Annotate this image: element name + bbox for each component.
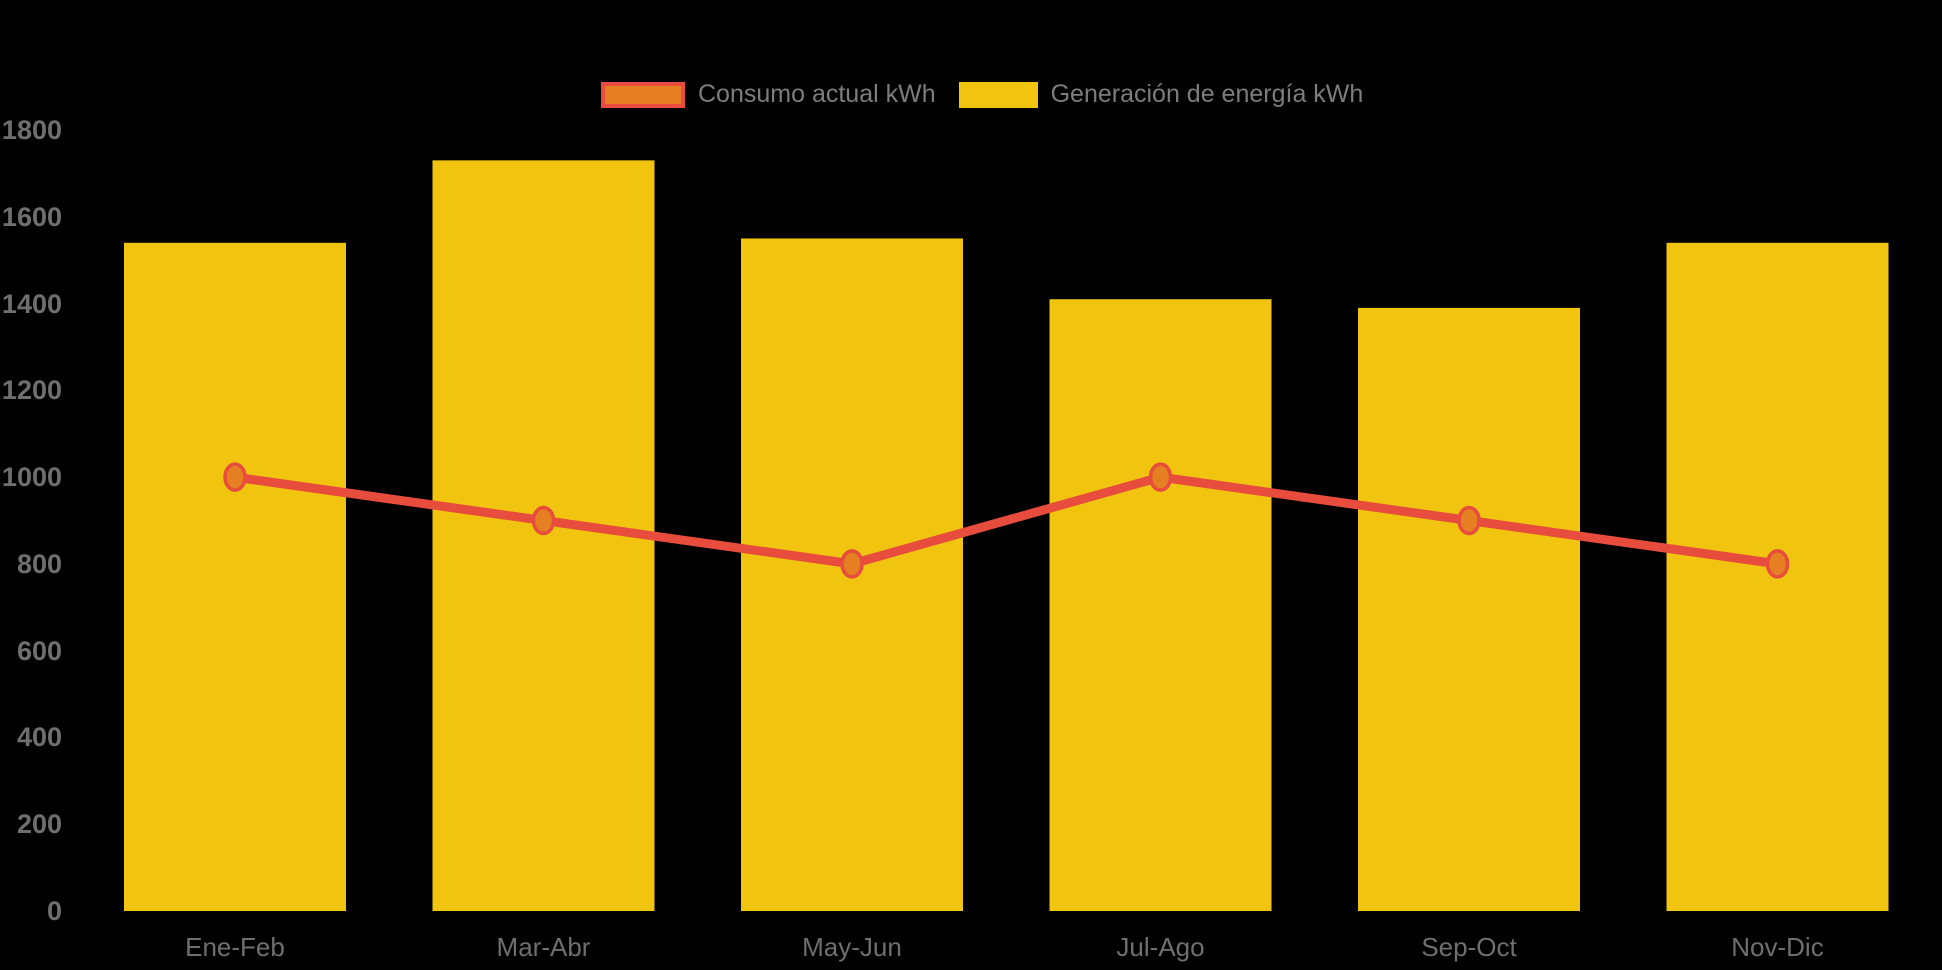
bar-Ene-Feb <box>124 242 346 912</box>
consumo-line <box>234 472 1779 569</box>
bar-series <box>124 160 1889 912</box>
legend-item-generacion: Generación de energía kWh <box>958 80 1364 109</box>
bar-Jul-Ago <box>1049 299 1272 911</box>
x-tick-label-Mar-Abr: Mar-Abr <box>496 932 591 962</box>
y-tick-label-1200: 1200 <box>1 375 62 406</box>
generacion-swatch-icon <box>958 81 1038 108</box>
x-tick-label-Jul-Ago: Jul-Ago <box>1116 932 1205 962</box>
y-tick-label-800: 800 <box>16 548 62 579</box>
data-point-May-Jun <box>840 549 864 579</box>
y-tick-label-400: 400 <box>16 722 62 753</box>
bar-Mar-Abr <box>432 160 655 912</box>
chart-legend: Consumo actual kWh Generación de energía… <box>601 80 1363 109</box>
x-tick-label-May-Jun: May-Jun <box>802 932 902 962</box>
legend-label-consumo: Consumo actual kWh <box>698 80 936 108</box>
y-tick-label-1000: 1000 <box>1 462 62 493</box>
y-tick-label-200: 200 <box>16 809 62 840</box>
data-point-Mar-Abr <box>531 505 556 536</box>
data-point-Ene-Feb <box>223 462 247 492</box>
x-tick-label-Sep-Oct: Sep-Oct <box>1421 932 1517 962</box>
x-tick-label-Nov-Dic: Nov-Dic <box>1731 932 1824 962</box>
data-point-Nov-Dic <box>1765 549 1790 579</box>
y-tick-label-600: 600 <box>16 635 62 666</box>
y-tick-label-1600: 1600 <box>1 201 62 232</box>
legend-item-consumo: Consumo actual kWh <box>601 80 936 109</box>
bar-Sep-Oct <box>1358 307 1580 912</box>
data-point-Jul-Ago <box>1148 462 1173 492</box>
data-point-Sep-Oct <box>1457 505 1481 536</box>
y-tick-label-0: 0 <box>46 896 62 926</box>
legend-label-generacion: Generación de energía kWh <box>1050 80 1364 108</box>
y-tick-label-1800: 1800 <box>1 115 62 145</box>
y-tick-label-1400: 1400 <box>1 288 62 319</box>
consumo-swatch-icon <box>601 81 685 108</box>
x-tick-label-Ene-Feb: Ene-Feb <box>185 932 285 962</box>
line-series <box>223 462 1790 579</box>
